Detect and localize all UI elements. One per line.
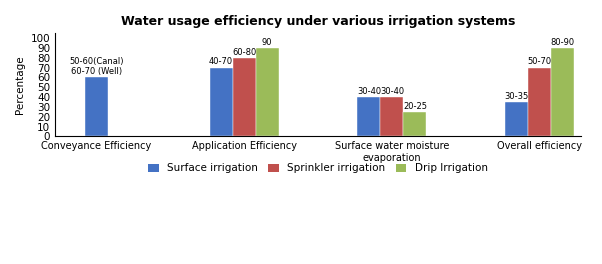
Bar	[232, 58, 255, 136]
Bar	[255, 48, 279, 136]
Text: 60-80: 60-80	[232, 48, 256, 57]
Bar	[551, 48, 574, 136]
Bar	[209, 68, 232, 136]
Bar	[529, 68, 551, 136]
Text: 30-35: 30-35	[504, 92, 529, 101]
Text: 30-40: 30-40	[380, 87, 404, 96]
Bar	[85, 77, 108, 136]
Title: Water usage efficiency under various irrigation systems: Water usage efficiency under various irr…	[121, 15, 515, 28]
Text: 20-25: 20-25	[403, 102, 427, 111]
Text: 40-70: 40-70	[209, 58, 233, 67]
Text: 50-60(Canal)
60-70 (Well): 50-60(Canal) 60-70 (Well)	[69, 57, 123, 76]
Legend: Surface irrigation, Sprinkler irrigation, Drip Irrigation: Surface irrigation, Sprinkler irrigation…	[144, 159, 492, 177]
Bar	[505, 102, 529, 136]
Text: 90: 90	[262, 38, 272, 47]
Bar	[403, 112, 426, 136]
Text: 50-70: 50-70	[528, 58, 552, 67]
Text: 30-40: 30-40	[357, 87, 381, 96]
Bar	[358, 97, 380, 136]
Bar	[380, 97, 403, 136]
Y-axis label: Percentage: Percentage	[15, 55, 25, 114]
Text: 80-90: 80-90	[551, 38, 575, 47]
